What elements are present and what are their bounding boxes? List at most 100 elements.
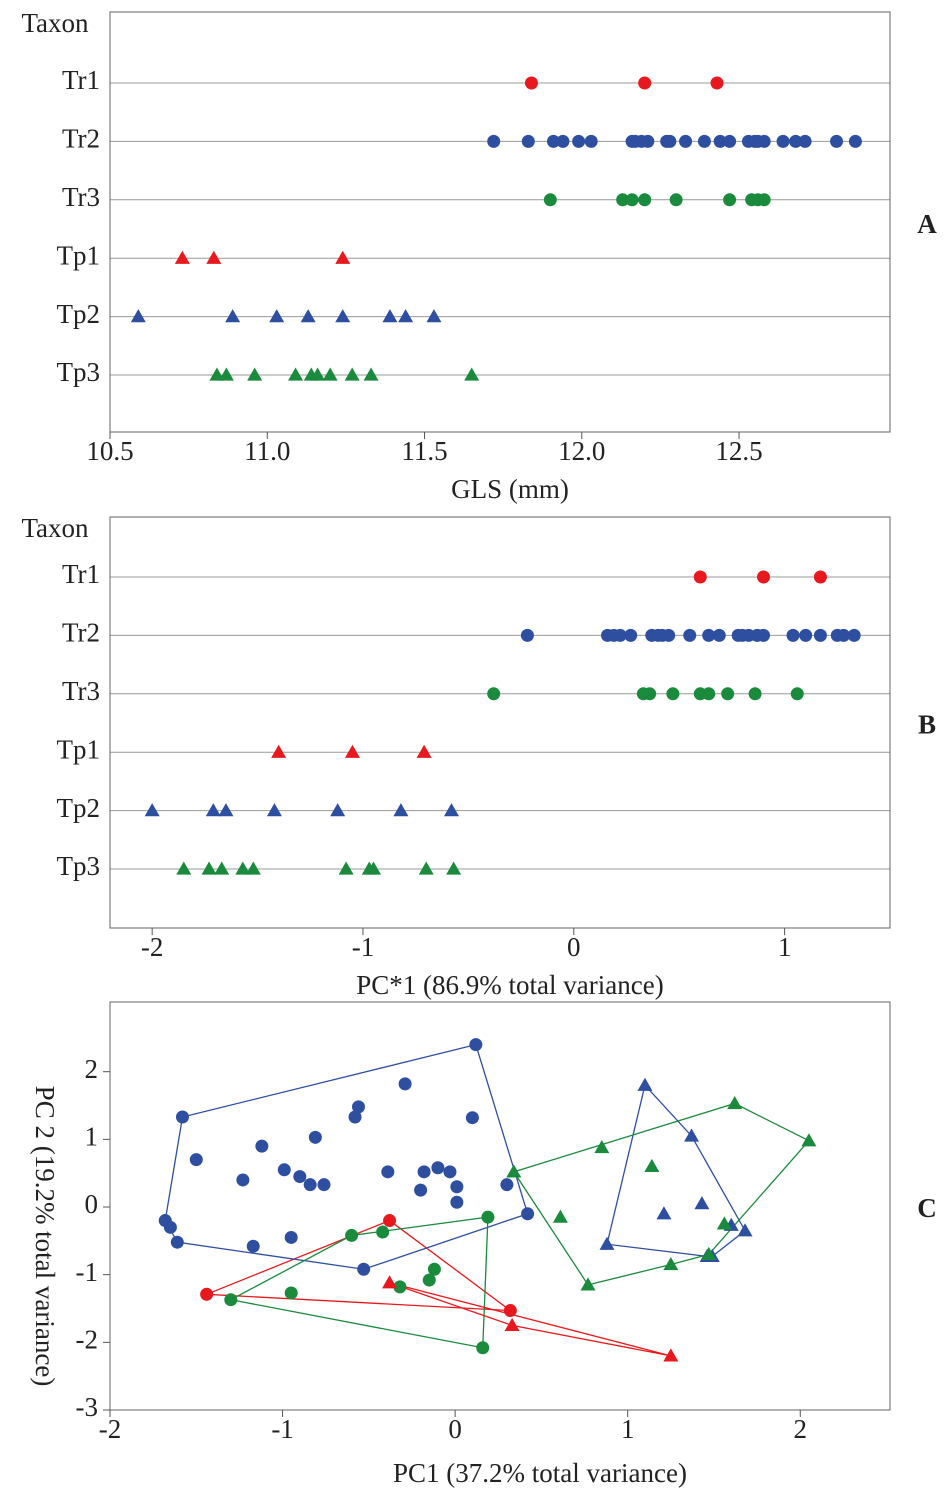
hull: [206, 1219, 513, 1312]
triangle-point: [269, 309, 285, 323]
circle-point: [357, 1262, 371, 1276]
circle-point: [521, 1207, 535, 1221]
y-tick-label: Tp1: [57, 240, 101, 270]
circle-point: [693, 570, 707, 584]
circle-point: [487, 687, 501, 701]
triangle-point: [737, 1223, 753, 1237]
circle-point: [710, 76, 724, 90]
circle-point: [798, 134, 812, 148]
triangle-point: [398, 309, 414, 323]
circle-point: [503, 1304, 517, 1318]
plot-frame: [109, 11, 891, 433]
circle-point: [469, 1038, 483, 1052]
circle-point: [284, 1286, 298, 1300]
triangle-point: [644, 1158, 660, 1173]
circle-point: [500, 1178, 514, 1192]
circle-point: [546, 134, 560, 148]
triangle-point: [637, 1077, 653, 1091]
x-axis-label: PC*1 (86.9% total variance): [356, 970, 663, 1000]
triangle-point: [266, 803, 282, 817]
y-tick-label: 1: [85, 1122, 99, 1152]
triangle-point: [416, 744, 432, 758]
panel-label: C: [917, 1193, 937, 1223]
triangle-point: [245, 861, 261, 875]
triangle-point: [552, 1209, 568, 1223]
circle-point: [757, 134, 771, 148]
triangle-point: [382, 309, 398, 323]
x-tick-label: -1: [271, 1414, 294, 1444]
y-tick-label: -1: [76, 1257, 99, 1287]
y-tick-label: Tr3: [62, 676, 100, 706]
y-tick-label: -2: [76, 1325, 99, 1355]
x-tick-label: -2: [141, 932, 164, 962]
circle-point: [813, 570, 827, 584]
circle-point: [572, 134, 586, 148]
x-tick-label: 11.5: [401, 436, 447, 466]
circle-point: [303, 1178, 317, 1192]
triangle-point: [206, 250, 222, 264]
triangle-point: [580, 1277, 596, 1291]
triangle-point: [176, 861, 192, 875]
circle-point: [163, 1220, 177, 1234]
circle-point: [556, 134, 570, 148]
triangle-point: [144, 803, 160, 817]
circle-point: [638, 76, 652, 90]
circle-point: [713, 134, 727, 148]
circle-point: [584, 134, 598, 148]
triangle-point: [271, 744, 287, 758]
circle-point: [662, 628, 676, 642]
circle-point: [643, 687, 657, 701]
y-tick-label: Tr1: [62, 559, 100, 589]
y-axis-label: PC 2 (19.2% total variance): [30, 1086, 60, 1387]
y-tick-label: 0: [85, 1189, 99, 1219]
y-tick-label: Tp2: [57, 793, 101, 823]
y-tick-label: Tr2: [62, 618, 100, 648]
circle-point: [666, 687, 680, 701]
hull: [389, 1282, 672, 1357]
circle-point: [786, 628, 800, 642]
triangle-point: [209, 367, 225, 381]
circle-point: [847, 628, 861, 642]
circle-point: [757, 570, 771, 584]
circle-point: [543, 193, 557, 207]
circle-point: [830, 134, 844, 148]
circle-point: [776, 134, 790, 148]
triangle-point: [330, 803, 346, 817]
circle-point: [813, 628, 827, 642]
circle-point: [450, 1195, 464, 1209]
x-tick-label: -2: [99, 1414, 122, 1444]
triangle-point: [130, 309, 146, 323]
triangle-point: [599, 1236, 615, 1250]
circle-point: [624, 628, 638, 642]
circle-point: [348, 1110, 362, 1124]
y-tick-label: Tr2: [62, 124, 100, 154]
circle-point: [175, 1110, 189, 1124]
circle-point: [669, 193, 683, 207]
y-tick-label: Tp1: [57, 734, 101, 764]
triangle-point: [310, 367, 326, 381]
triangle-point: [235, 861, 251, 875]
panel-label: A: [917, 209, 937, 239]
y-tick-label: Tp3: [57, 851, 101, 881]
x-tick-label: -1: [352, 932, 375, 962]
triangle-point: [727, 1095, 743, 1110]
y-tick-label: 2: [85, 1054, 99, 1084]
circle-point: [345, 1228, 359, 1242]
circle-point: [521, 134, 535, 148]
circle-point: [236, 1173, 250, 1187]
triangle-point: [418, 861, 434, 875]
circle-point: [431, 1161, 445, 1175]
triangle-point: [684, 1128, 700, 1142]
triangle-point: [701, 1246, 717, 1261]
triangle-point: [201, 861, 217, 875]
triangle-point: [504, 1317, 520, 1332]
triangle-point: [656, 1206, 672, 1220]
triangle-point: [335, 309, 351, 323]
x-tick-label: 1: [621, 1414, 635, 1444]
x-tick-label: 1: [778, 932, 792, 962]
triangle-point: [506, 1164, 522, 1178]
triangle-point: [338, 861, 354, 875]
circle-point: [381, 1165, 395, 1179]
circle-point: [351, 1100, 365, 1114]
